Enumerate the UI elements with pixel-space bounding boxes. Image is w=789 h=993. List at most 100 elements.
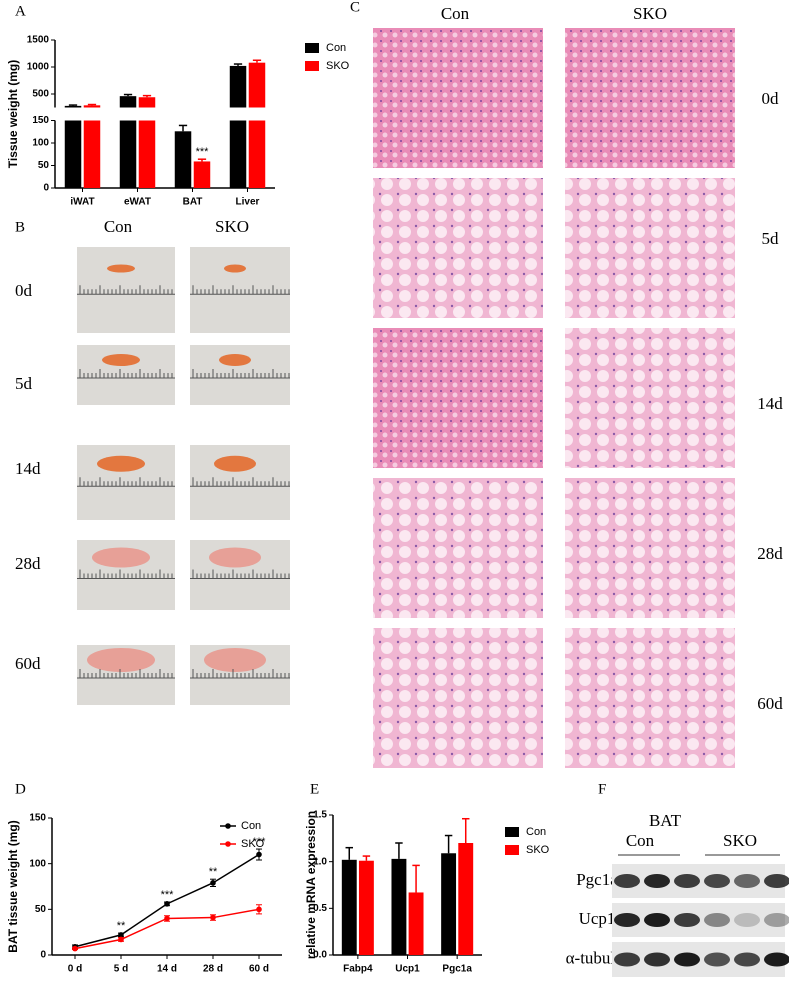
tissue xyxy=(97,455,145,472)
row-label: 28d xyxy=(15,554,41,573)
point xyxy=(210,914,216,921)
bar xyxy=(193,161,211,188)
legend-label: SKO xyxy=(326,60,350,72)
histology-image xyxy=(565,328,735,468)
bar xyxy=(358,860,374,955)
point xyxy=(164,915,170,922)
column-label: Con xyxy=(441,4,470,23)
blot-band xyxy=(704,913,730,927)
bar xyxy=(441,853,457,955)
photo xyxy=(77,247,175,333)
legend-swatch xyxy=(305,43,319,53)
blot-band xyxy=(764,913,789,927)
panel-label: B xyxy=(15,219,25,235)
bar xyxy=(64,120,82,188)
legend-label: SKO xyxy=(241,838,265,850)
y-axis-label: relative mRNA expression xyxy=(304,811,318,959)
y-tick-label: 0 xyxy=(40,950,46,961)
tissue xyxy=(219,354,251,366)
tissue xyxy=(209,547,261,568)
point xyxy=(118,932,124,938)
point xyxy=(72,945,78,952)
histology-image xyxy=(373,178,543,318)
blot-band xyxy=(764,952,789,967)
x-tick-label: 0 d xyxy=(68,964,82,975)
row-label: 14d xyxy=(15,459,41,478)
y-tick-label: 1500 xyxy=(27,35,50,46)
group-label: Con xyxy=(626,831,655,850)
y-tick-label: 150 xyxy=(32,115,49,126)
legend-label: SKO xyxy=(526,844,550,856)
histology-image xyxy=(373,478,543,618)
blot-band xyxy=(644,952,670,967)
bar xyxy=(458,843,474,955)
histology-image xyxy=(565,478,735,618)
series-line xyxy=(74,908,260,950)
blot-row-label: Ucp1 xyxy=(579,909,616,928)
blot-band xyxy=(644,874,670,888)
y-tick-label: 1.0 xyxy=(313,856,327,867)
significance: ** xyxy=(117,920,126,932)
x-tick-label: 14 d xyxy=(157,964,177,975)
significance: ** xyxy=(209,866,218,878)
panel-label: E xyxy=(310,781,319,797)
x-tick-label: Pgc1a xyxy=(442,964,472,975)
tissue xyxy=(224,264,246,273)
histology-image xyxy=(565,628,735,768)
legend-label: Con xyxy=(241,820,261,832)
histology-image xyxy=(565,28,735,168)
bar xyxy=(138,120,156,188)
point xyxy=(210,880,216,886)
legend-label: Con xyxy=(326,42,346,54)
point xyxy=(256,906,262,913)
blot-band xyxy=(674,874,700,888)
row-label: 5d xyxy=(762,229,780,248)
row-label: 0d xyxy=(15,281,33,300)
bar xyxy=(174,131,192,188)
row-label: 60d xyxy=(757,694,783,713)
bar xyxy=(391,858,407,955)
panel-label: C xyxy=(350,0,360,15)
row-label: 14d xyxy=(757,394,783,413)
blot-row-label: Pgc1a xyxy=(576,870,618,889)
panel-label: F xyxy=(598,781,606,797)
bar xyxy=(229,120,247,188)
tissue xyxy=(107,264,135,273)
row-label: 60d xyxy=(15,654,41,673)
blot-band xyxy=(674,952,700,967)
y-axis-label: Tissue weight (mg) xyxy=(6,60,20,168)
histology-image xyxy=(373,628,543,768)
tissue xyxy=(92,547,150,568)
bar xyxy=(408,892,424,955)
bar xyxy=(83,105,101,108)
bar xyxy=(229,65,247,108)
y-tick-label: 100 xyxy=(29,858,46,869)
legend-swatch xyxy=(505,845,519,855)
y-tick-label: 50 xyxy=(38,160,50,171)
histology-image xyxy=(565,178,735,318)
bar xyxy=(248,120,266,188)
histology-image xyxy=(373,28,543,168)
x-tick-label: Liver xyxy=(236,197,260,208)
bar xyxy=(138,97,156,108)
column-label: SKO xyxy=(215,217,249,236)
tissue xyxy=(102,354,140,366)
bar xyxy=(119,120,137,188)
y-tick-label: 500 xyxy=(32,89,49,100)
legend-marker xyxy=(225,823,231,829)
legend-marker xyxy=(225,841,231,847)
y-tick-label: 0.0 xyxy=(313,950,327,961)
row-label: 5d xyxy=(15,374,33,393)
group-label: SKO xyxy=(723,831,757,850)
panel-label: A xyxy=(15,3,26,19)
point xyxy=(118,936,124,943)
point xyxy=(164,901,170,907)
x-tick-label: BAT xyxy=(183,197,203,208)
y-axis-label: BAT tissue weight (mg) xyxy=(6,820,20,952)
row-label: 28d xyxy=(757,544,783,563)
column-label: SKO xyxy=(633,4,667,23)
histology-image xyxy=(373,328,543,468)
bar xyxy=(64,105,82,108)
x-tick-label: 28 d xyxy=(203,964,223,975)
y-tick-label: 150 xyxy=(29,813,46,824)
